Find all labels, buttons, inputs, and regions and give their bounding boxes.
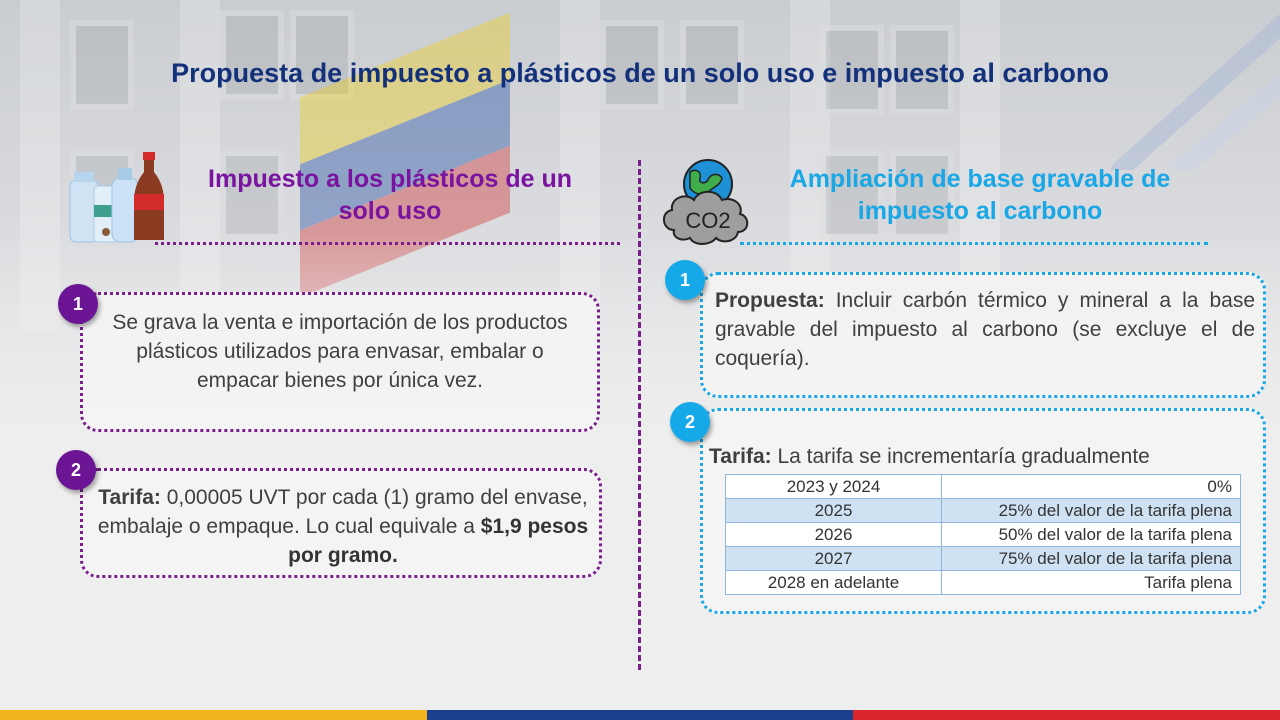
- left-item-2-label: Tarifa:: [98, 486, 161, 509]
- table-row: 2025 25% del valor de la tarifa plena: [725, 498, 1241, 523]
- tarifa-table: 2023 y 2024 0% 2025 25% del valor de la …: [725, 474, 1241, 595]
- table-cell-value: 25% del valor de la tarifa plena: [941, 498, 1241, 523]
- table-row: 2028 en adelante Tarifa plena: [725, 570, 1241, 595]
- table-row: 2026 50% del valor de la tarifa plena: [725, 522, 1241, 547]
- footer-color-bar: [0, 710, 1280, 720]
- table-cell-value: 75% del valor de la tarifa plena: [941, 546, 1241, 571]
- table-row: 2023 y 2024 0%: [725, 474, 1241, 499]
- right-item-2-body: La tarifa se incrementaría gradualmente: [771, 445, 1150, 468]
- table-cell-value: 0%: [941, 474, 1241, 499]
- right-section-heading: Ampliación de base gravable de impuesto …: [789, 165, 1171, 225]
- right-item-2-text: Tarifa: La tarifa se incrementaría gradu…: [709, 442, 1265, 471]
- left-item-1-text: Se grava la venta e importación de los p…: [112, 311, 568, 392]
- table-cell-year: 2025: [725, 498, 942, 523]
- right-heading-underline: [740, 242, 1208, 245]
- right-item-1-text: Propuesta: Incluir carbón térmico y mine…: [715, 286, 1255, 373]
- right-item-1-body: Incluir carbón térmico y mineral a la ba…: [715, 289, 1255, 370]
- table-cell-value: 50% del valor de la tarifa plena: [941, 522, 1241, 547]
- footer-yellow-stripe: [0, 710, 427, 720]
- left-section-heading: Impuesto a los plásticos de un solo uso: [208, 165, 572, 225]
- left-item-1-box: Se grava la venta e importación de los p…: [80, 292, 600, 432]
- page-title: Propuesta de impuesto a plásticos de un …: [171, 58, 1109, 88]
- footer-blue-stripe: [426, 710, 854, 720]
- right-item-2-number: 2: [670, 402, 710, 442]
- left-item-2-body: 0,00005 UVT por cada (1) gramo del envas…: [97, 486, 588, 538]
- left-item-2-highlight: $1,9 pesos por gramo.: [288, 515, 589, 567]
- co2-cloud-globe-icon: CO2: [663, 159, 749, 245]
- table-cell-year: 2023 y 2024: [725, 474, 942, 499]
- right-item-1-box: Propuesta: Incluir carbón térmico y mine…: [700, 272, 1266, 398]
- footer-red-stripe: [853, 710, 1280, 720]
- right-item-1-label: Propuesta:: [715, 289, 825, 312]
- left-item-1-number: 1: [58, 284, 98, 324]
- table-cell-year: 2028 en adelante: [725, 570, 942, 595]
- table-cell-value: Tarifa plena: [941, 570, 1241, 595]
- column-divider: [638, 160, 641, 670]
- right-item-1-number: 1: [665, 260, 705, 300]
- table-row: 2027 75% del valor de la tarifa plena: [725, 546, 1241, 571]
- right-item-2-label: Tarifa:: [709, 445, 772, 468]
- co2-label: CO2: [685, 208, 730, 233]
- plastic-bottles-icon: [69, 152, 164, 243]
- left-item-2-text: Tarifa: 0,00005 UVT por cada (1) gramo d…: [93, 483, 593, 570]
- table-cell-year: 2026: [725, 522, 942, 547]
- left-item-2-box: Tarifa: 0,00005 UVT por cada (1) gramo d…: [80, 468, 602, 578]
- table-cell-year: 2027: [725, 546, 942, 571]
- left-heading-underline: [155, 242, 620, 245]
- left-item-2-number: 2: [56, 450, 96, 490]
- decorative-lines: [1111, 13, 1280, 170]
